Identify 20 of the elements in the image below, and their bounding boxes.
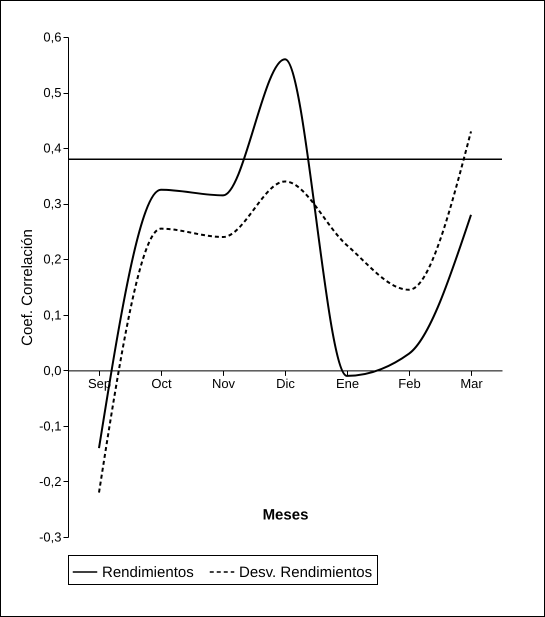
y-tick-label: -0,2 xyxy=(39,474,62,489)
y-tick-label: 0,2 xyxy=(43,252,62,267)
legend-label: Desv. Rendimientos xyxy=(239,564,372,581)
x-tick-label: Ene xyxy=(336,376,360,391)
x-tick-label: Feb xyxy=(398,376,421,391)
x-tick-label: Dic xyxy=(276,376,296,391)
y-axis-title: Coef. Correlación xyxy=(19,229,36,346)
y-tick-label: 0,0 xyxy=(43,362,62,378)
x-tick-label: Mar xyxy=(460,376,484,391)
y-tick-label: 0,5 xyxy=(43,85,62,100)
y-tick-label: 0,1 xyxy=(43,307,62,322)
y-tick-label: 0,6 xyxy=(43,30,62,44)
legend-label: Rendimientos xyxy=(102,564,194,581)
y-tick-label: 0,3 xyxy=(43,196,62,212)
x-tick-label: Oct xyxy=(151,376,172,391)
x-axis-title: Meses xyxy=(262,506,308,524)
x-tick-label: Nov xyxy=(212,376,236,391)
y-tick-label: 0,4 xyxy=(43,140,62,156)
y-tick-label: -0,3 xyxy=(39,530,62,544)
y-tick-label: -0,1 xyxy=(39,418,62,434)
